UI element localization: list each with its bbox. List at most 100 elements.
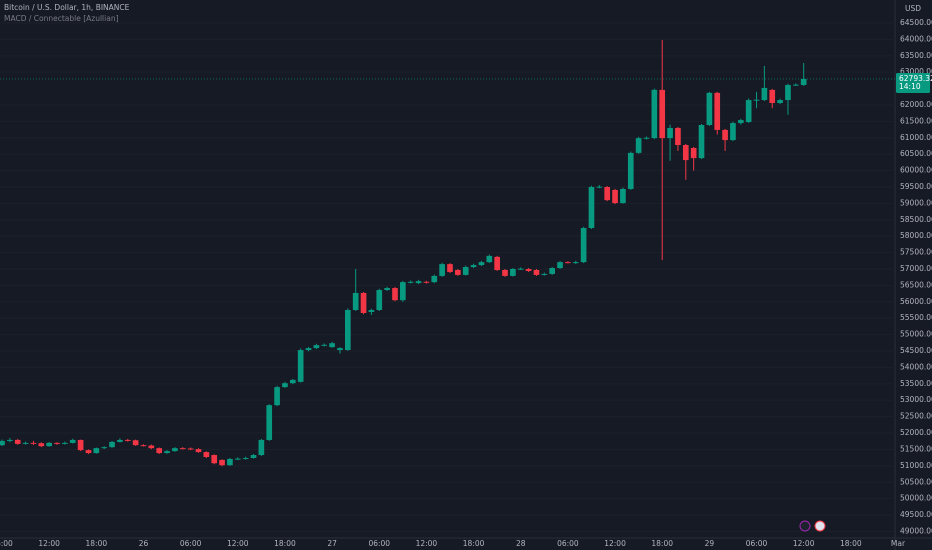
candle-body	[352, 292, 359, 311]
candle-body	[164, 451, 170, 454]
y-tick-label: 56500.00	[900, 280, 932, 289]
candle-body	[667, 127, 673, 139]
candle-body	[30, 442, 37, 444]
candle-body	[455, 270, 461, 275]
candle-body	[172, 448, 178, 452]
candle-body	[486, 255, 493, 263]
candle-body	[85, 450, 92, 454]
candle-body	[415, 281, 422, 284]
candle-body	[478, 262, 485, 266]
candle-body	[690, 147, 697, 159]
y-tick-label: 53000.00	[900, 395, 932, 404]
indicator-label[interactable]: MACD / Connectable [Azullian]	[4, 14, 119, 23]
y-tick-label: 53500.00	[900, 379, 932, 388]
y-tick-label: 49000.00	[900, 526, 932, 535]
candle-body	[242, 457, 249, 459]
event-icon[interactable]	[799, 520, 811, 532]
candle-body	[494, 256, 500, 270]
candle-body	[541, 273, 548, 275]
candle-body	[533, 270, 540, 275]
candle-body	[132, 440, 139, 446]
candle-body	[761, 87, 768, 101]
x-tick-label: 12:00	[604, 539, 626, 548]
candle-body	[7, 439, 13, 441]
candle-body	[289, 379, 296, 384]
x-tick-label: 12:00	[38, 539, 60, 548]
event-icon[interactable]	[814, 520, 826, 532]
candle-body	[737, 120, 744, 124]
candle-body	[792, 84, 799, 86]
candle-body	[203, 452, 210, 457]
y-tick-label: 64500.00	[900, 18, 932, 27]
candle-body	[470, 265, 477, 268]
candle-body	[313, 345, 320, 349]
y-tick-label: 51000.00	[900, 461, 932, 470]
candle-body	[250, 455, 257, 458]
x-tick-label: 06:00	[746, 539, 768, 548]
candle-body	[400, 282, 406, 301]
candle-body	[439, 264, 445, 276]
currency-label[interactable]: USD	[905, 4, 921, 13]
candle-body	[69, 439, 76, 443]
candle-body	[392, 288, 398, 301]
candle-body	[510, 269, 516, 276]
x-tick-label: 27	[327, 539, 337, 548]
candle-body	[337, 348, 343, 351]
candle-body	[77, 439, 84, 451]
candle-body	[117, 439, 123, 442]
y-tick-label: 51500.00	[900, 444, 932, 453]
x-tick-label: 18:00	[840, 539, 862, 548]
candle-body	[753, 99, 760, 101]
candle-body	[179, 448, 186, 450]
candle-body	[0, 440, 5, 446]
y-tick-label: 50500.00	[900, 477, 932, 486]
y-tick-label: 54000.00	[900, 362, 932, 371]
candle-body	[604, 186, 611, 201]
y-tick-label: 50000.00	[900, 494, 932, 503]
candle-body	[282, 383, 288, 388]
candle-body	[698, 124, 705, 159]
y-tick-label: 55500.00	[900, 313, 932, 322]
y-tick-label: 59500.00	[900, 182, 932, 191]
candle-body	[730, 123, 736, 141]
candle-body	[297, 350, 304, 382]
candle-body	[620, 188, 626, 204]
candle-body	[376, 290, 383, 311]
candle-body	[675, 127, 681, 146]
candle-body	[321, 344, 328, 346]
y-tick-label: 52000.00	[900, 428, 932, 437]
candle-body	[651, 89, 658, 139]
candle-body	[565, 262, 571, 264]
candle-body	[517, 268, 524, 270]
x-tick-label: 18:00	[86, 539, 108, 548]
plot-area	[0, 22, 895, 532]
last-price-label: 62793.32	[899, 74, 932, 83]
candle-body	[148, 445, 155, 449]
x-tick-label: 06:00	[368, 539, 390, 548]
candle-body	[258, 439, 265, 456]
candle-body	[431, 275, 438, 283]
candle-body	[462, 267, 469, 275]
candle-body	[777, 100, 783, 104]
y-tick-label: 60500.00	[900, 149, 932, 158]
candle-body	[93, 448, 100, 454]
candle-body	[101, 447, 108, 449]
y-tick-label: 58000.00	[900, 231, 932, 240]
candle-body	[234, 458, 241, 460]
y-tick-label: 60000.00	[900, 166, 932, 175]
candle-body	[407, 281, 414, 283]
candle-body	[682, 145, 689, 161]
x-tick-label: 06:00	[557, 539, 579, 548]
candle-body	[722, 129, 728, 141]
x-tick-label: 28	[516, 539, 526, 548]
y-tick-label: 58500.00	[900, 215, 932, 224]
last-price-box	[896, 72, 930, 93]
countdown-label: 14:10	[899, 82, 921, 91]
candle-body	[612, 189, 618, 204]
y-tick-label: 61000.00	[900, 133, 932, 142]
x-tick-label: 18:00	[274, 539, 296, 548]
candle-body	[187, 448, 194, 450]
y-tick-label: 49500.00	[900, 510, 932, 519]
candle-body	[557, 262, 563, 269]
candle-body	[219, 459, 225, 466]
